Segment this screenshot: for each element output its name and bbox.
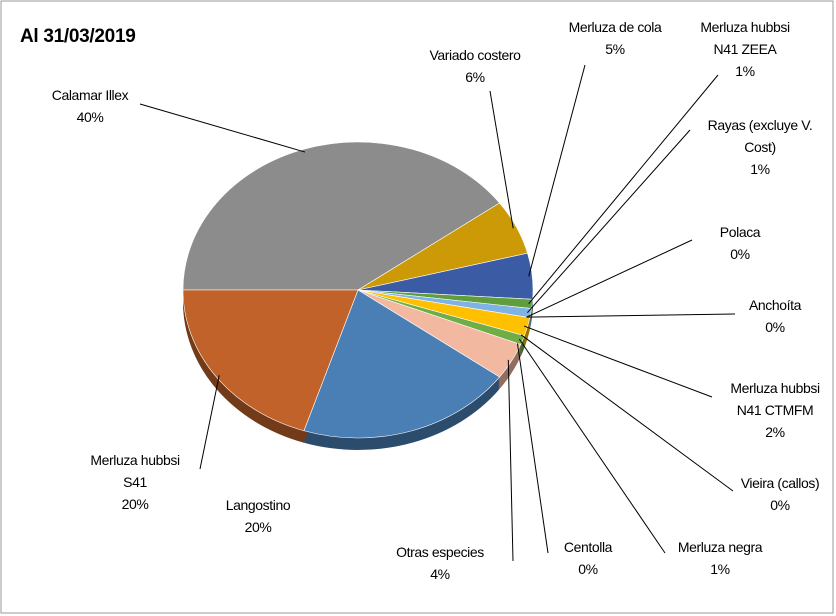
slice-value-label: 0% [730, 246, 749, 262]
leader-line [518, 338, 666, 554]
leader-line [528, 74, 719, 304]
slice-label: N41 CTMFM [737, 402, 814, 418]
slice-label: Polaca [720, 224, 761, 240]
slice-value-label: 6% [465, 69, 484, 85]
leader-line [528, 64, 586, 277]
leader-line [516, 343, 549, 554]
slice-label: Otras especies [396, 544, 484, 560]
slice-value-label: 2% [765, 424, 784, 440]
slice [182, 289, 359, 432]
slice-value-label: 40% [77, 109, 104, 125]
slice-label: Rayas (excluye V. [708, 117, 813, 133]
slice-label: Merluza negra [678, 539, 763, 555]
leader-line [526, 313, 736, 318]
slice-label: Langostino [226, 497, 291, 513]
slice-label: Centolla [564, 539, 613, 555]
leader-line [527, 129, 691, 314]
leader-line [523, 325, 713, 398]
slice-value-label: 4% [430, 566, 449, 582]
slice-value-label: 1% [710, 561, 729, 577]
slice-value-label: 1% [735, 63, 754, 79]
slice-value-label: 20% [245, 519, 272, 535]
slice-label: Merluza de cola [569, 19, 662, 35]
slice-label: Merluza hubbsi [90, 452, 180, 468]
slice-label: Anchoíta [749, 297, 802, 313]
slice-label: S41 [123, 474, 147, 490]
slice [182, 141, 501, 291]
leader-line [520, 334, 734, 492]
slice [303, 289, 501, 439]
slice-value-label: 0% [578, 561, 597, 577]
leader-line [489, 90, 514, 229]
slice-label: N41 ZEEA [714, 41, 778, 57]
chart-title: Al 31/03/2019 [20, 26, 135, 47]
slice-label: Calamar Illex [52, 87, 129, 103]
slice-value-label: 20% [122, 496, 149, 512]
slice-label: Variado costero [429, 47, 521, 63]
slice-value-label: 1% [750, 161, 769, 177]
leader-line [199, 375, 220, 470]
slice-value-label: 5% [605, 41, 624, 57]
leader-line [526, 239, 693, 318]
slice-label: Merluza hubbsi [730, 380, 820, 396]
slice-label: Cost) [744, 139, 775, 155]
slice-label: Merluza hubbsi [700, 19, 790, 35]
slice-value-label: 0% [770, 497, 789, 513]
leader-line [507, 359, 514, 562]
leader-line [139, 103, 306, 153]
slice-label: Vieira (callos) [741, 475, 820, 491]
slice-value-label: 0% [765, 319, 784, 335]
